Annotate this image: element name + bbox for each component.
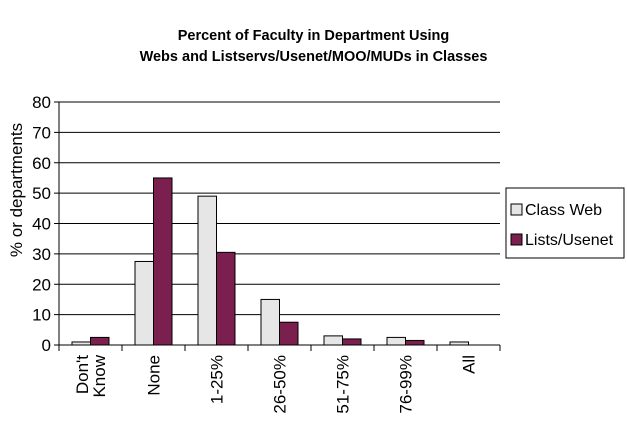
chart-title: Percent of Faculty in Department Using W… xyxy=(0,26,627,68)
bar-class-web xyxy=(197,195,217,346)
bar-class-web xyxy=(134,260,154,346)
bar-lists-usenet xyxy=(279,321,299,346)
legend-label: Lists/Usenet xyxy=(525,232,614,249)
y-tick-label: 10 xyxy=(32,306,51,325)
bar-lists-usenet xyxy=(342,338,362,346)
y-tick-label: 0 xyxy=(42,336,51,355)
bar-class-web xyxy=(386,336,406,346)
x-tick-label: Know xyxy=(90,354,109,397)
bar-class-web xyxy=(323,335,343,346)
y-axis-label: % or departments xyxy=(7,123,26,257)
bars xyxy=(71,177,469,346)
x-tick-label: 1-25% xyxy=(208,355,227,404)
y-tick-label: 50 xyxy=(32,184,51,203)
legend-swatch xyxy=(510,233,523,246)
chart-title-line-1: Percent of Faculty in Department Using xyxy=(177,28,450,44)
y-tick-label: 60 xyxy=(32,154,51,173)
chart-title-line-2: Webs and Listservs/Usenet/MOO/MUDs in Cl… xyxy=(139,49,488,65)
bar-lists-usenet xyxy=(216,251,236,346)
gridlines xyxy=(54,101,500,346)
x-tick-label: 26-50% xyxy=(271,355,290,414)
bar-lists-usenet xyxy=(153,177,173,346)
y-tick-label: 70 xyxy=(32,123,51,142)
legend-label: Class Web xyxy=(525,202,602,219)
y-tick-labels: 0 10 20 30 40 50 60 70 80 xyxy=(32,93,51,355)
y-tick-label: 40 xyxy=(32,215,51,234)
bar-class-web xyxy=(260,298,280,346)
legend: Class Web Lists/Usenet xyxy=(505,187,625,259)
x-tick-label: None xyxy=(145,355,164,396)
legend-box xyxy=(505,187,625,259)
legend-swatch xyxy=(510,203,523,216)
x-tick-label: Don't xyxy=(73,355,92,394)
x-tick-label: 51-75% xyxy=(334,355,353,414)
y-tick-label: 30 xyxy=(32,245,51,264)
x-tick-label: All xyxy=(460,355,479,374)
x-tick-label: 76-99% xyxy=(397,355,416,414)
bar-lists-usenet xyxy=(405,339,425,346)
y-tick-label: 20 xyxy=(32,275,51,294)
bar-lists-usenet xyxy=(90,336,110,346)
axes xyxy=(58,102,501,351)
y-tick-label: 80 xyxy=(32,93,51,112)
